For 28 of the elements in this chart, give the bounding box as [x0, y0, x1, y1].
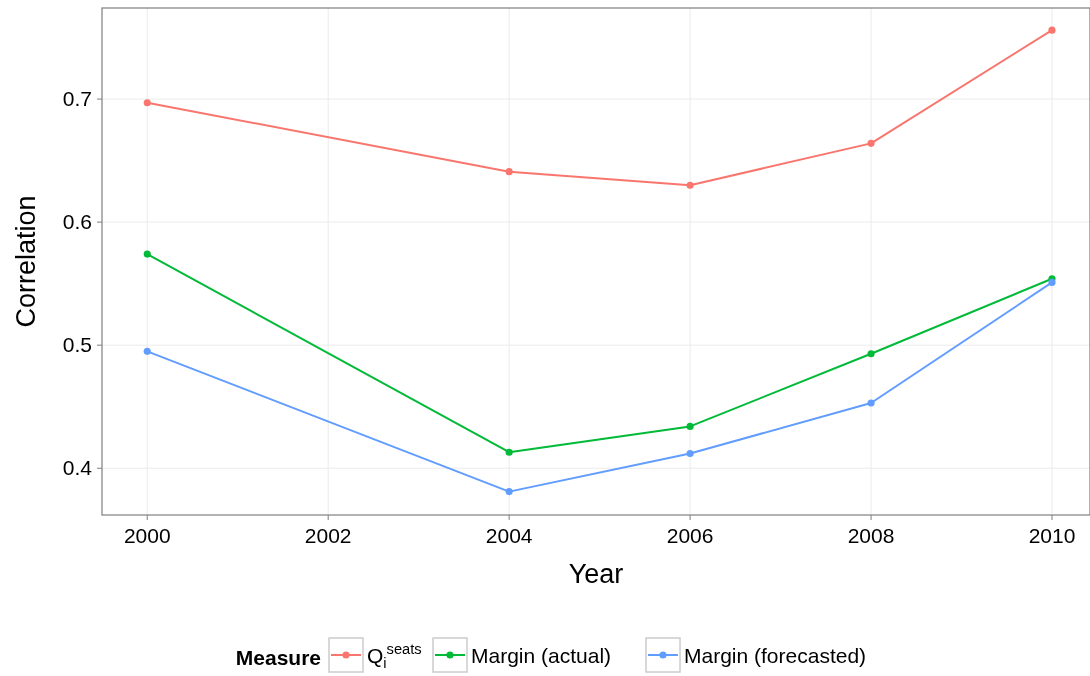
- x-tick-label: 2008: [847, 524, 895, 547]
- point: [867, 399, 875, 407]
- point: [867, 139, 875, 147]
- point: [686, 449, 694, 458]
- point: [505, 168, 513, 176]
- y-tick-label: 0.4: [62, 456, 93, 480]
- y-axis-title: Correlation: [11, 195, 41, 328]
- x-tick-label: 2002: [304, 524, 352, 547]
- point: [143, 347, 151, 355]
- legend-title: Measure: [235, 646, 321, 669]
- x-tick-label: 2000: [123, 524, 171, 547]
- point: [505, 448, 513, 456]
- x-tick-label: 2010: [1028, 524, 1076, 547]
- legend-label: Margin (forecasted): [684, 644, 867, 667]
- y-tick-label: 0.6: [62, 210, 92, 234]
- x-tick-label: 2004: [485, 524, 533, 547]
- point: [867, 350, 875, 358]
- point: [686, 181, 694, 189]
- legend-label: Margin (actual): [471, 644, 612, 667]
- y-tick-label: 0.7: [62, 87, 92, 111]
- point: [505, 488, 513, 496]
- x-tick-label: 2006: [666, 524, 714, 547]
- point: [686, 422, 694, 430]
- x-axis-title: Year: [568, 559, 624, 589]
- point: [1048, 26, 1056, 34]
- point: [143, 250, 151, 258]
- point: [143, 99, 151, 107]
- y-tick-label: 0.5: [62, 333, 92, 357]
